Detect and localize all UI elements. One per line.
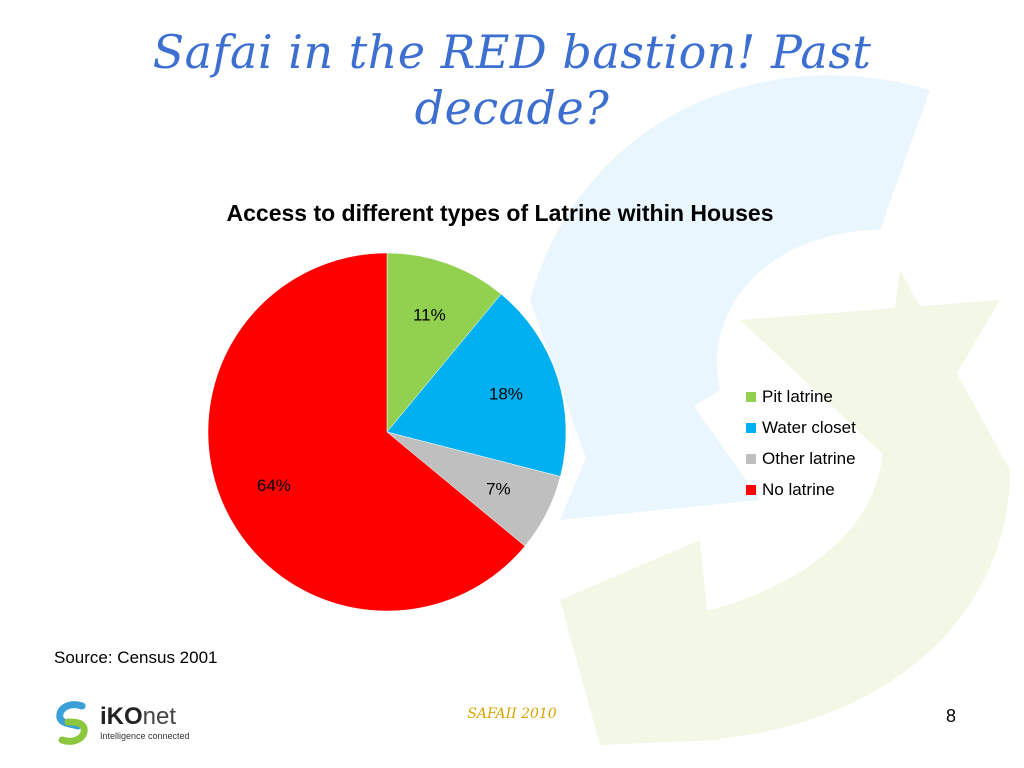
- pie-slice-water-closet: [386, 293, 567, 477]
- chart-title: Access to different types of Latrine wit…: [226, 200, 774, 226]
- legend-swatch: [746, 484, 756, 495]
- swirl-green-tail: [560, 540, 720, 745]
- pie-label-pit-latrine: 11%: [413, 305, 446, 324]
- ikonet-logo: iKOnet Intelligence connected: [52, 700, 190, 746]
- legend-label: Pit latrine: [762, 386, 833, 406]
- logo-brand-suffix: net: [142, 703, 177, 730]
- chart-legend: Pit latrine Water closet Other latrine No l…: [746, 381, 856, 505]
- pie-slice-no-latrine: [207, 252, 526, 612]
- swirl-green-arrow: [740, 300, 1000, 470]
- pie-label-water-closet: 18%: [489, 384, 523, 403]
- legend-item-other-latrine: Other latrine: [746, 443, 856, 474]
- legend-item-no-latrine: No latrine: [746, 474, 856, 505]
- legend-swatch: [746, 391, 756, 402]
- logo-brand-main: iKO: [100, 703, 143, 730]
- swirl-blue-arrow: [560, 330, 760, 520]
- slide-title: Safai in the RED bastion! Past decade?: [152, 25, 872, 135]
- legend-label: Water closet: [762, 417, 856, 437]
- legend-item-pit-latrine: Pit latrine: [746, 381, 856, 412]
- legend-swatch: [746, 422, 756, 433]
- legend-label: Other latrine: [762, 448, 856, 468]
- ikonet-logo-icon: [56, 701, 88, 745]
- footer-event: SAFAII 2010: [467, 706, 557, 722]
- legend-swatch: [746, 453, 756, 464]
- legend-item-water-closet: Water closet: [746, 412, 856, 443]
- legend-label: No latrine: [762, 479, 835, 499]
- page-number: 8: [946, 706, 957, 726]
- pie-label-other-latrine: 7%: [486, 480, 511, 499]
- source-note: Source: Census 2001: [54, 648, 218, 667]
- pie-label-no-latrine: 64%: [257, 476, 291, 495]
- logo-tagline: Intelligence connected: [100, 731, 190, 741]
- pie-slice-pit-latrine: [386, 252, 502, 433]
